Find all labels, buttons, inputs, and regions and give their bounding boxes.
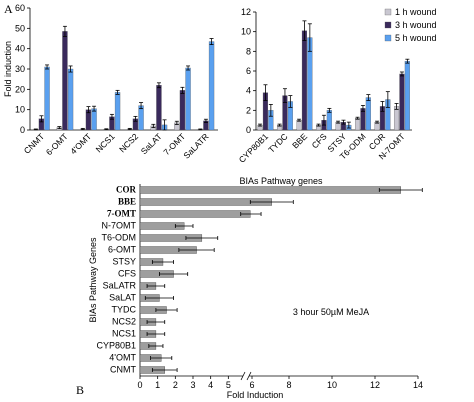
bar-7-OMT-5-h-wound	[185, 67, 191, 131]
bar-T6-ODM-5-h-wound	[365, 97, 371, 131]
category-label: T6-ODM	[102, 233, 137, 243]
category-label: 4'OMT	[68, 131, 93, 156]
category-label: SaLAT	[109, 293, 136, 303]
y-tick-label: 10	[241, 27, 251, 37]
bar-SaLAT-3-h-wound	[156, 85, 162, 131]
axis-break-mark	[246, 371, 252, 381]
category-label: CNMT	[110, 365, 136, 375]
y-axis-title: BIAs Pathway Genes	[88, 237, 98, 323]
category-label: 6-OMT	[108, 245, 137, 255]
category-label: N-7OMT	[102, 221, 137, 231]
axis-break-mark	[240, 371, 246, 381]
y-tick-label: 8	[246, 46, 251, 56]
x-tick-label: 12	[370, 380, 380, 390]
y-tick-label: 0	[20, 125, 25, 135]
x-tick-label: 3	[190, 380, 195, 390]
bar-7-OMT-3-h-wound	[179, 90, 186, 131]
bar-NCS2-5-h-wound	[138, 105, 144, 131]
category-label: CNMT	[22, 131, 46, 155]
x-tick-label: 8	[286, 380, 291, 390]
category-label: NCS2	[117, 131, 140, 154]
x-tick-label: 0	[137, 380, 142, 390]
y-tick-label: 2	[246, 105, 251, 115]
bar-SaLATR-5-h-wound	[208, 41, 215, 131]
category-label: COR	[116, 185, 137, 195]
category-label: CYP80B1	[96, 341, 136, 351]
bar-CFS-5-h-wound	[326, 110, 332, 131]
legend-entry: 5 h wound	[395, 33, 437, 43]
y-tick-label: 40	[15, 44, 25, 54]
category-label: SaLAT	[139, 131, 164, 156]
x-tick-label: 14	[413, 380, 423, 390]
category-label: SaLATR	[181, 131, 210, 160]
category-label: 4'OMT	[109, 353, 136, 363]
category-label: TYDC	[266, 131, 289, 154]
category-label: BBE	[290, 131, 309, 150]
category-label: 6-OMT	[44, 131, 70, 157]
panel-label-b: B	[76, 383, 84, 397]
category-label: NCS2	[112, 317, 136, 327]
category-label: NCS1	[94, 131, 117, 154]
category-label: CFS	[118, 269, 136, 279]
bar-N-7OMT-5-h-wound	[404, 61, 410, 131]
y-tick-label: 20	[15, 84, 25, 94]
category-label: SaLATR	[103, 281, 137, 291]
legend-swatch	[384, 21, 392, 29]
x-tick-label: 5	[226, 380, 231, 390]
bar-7-OMT	[139, 210, 251, 218]
x-tick-label: 1	[155, 380, 160, 390]
category-label: TYDC	[112, 305, 137, 315]
bar-BBE-1-h-wound	[296, 120, 302, 131]
bar-COR	[139, 186, 401, 194]
y-tick-label: 4	[246, 86, 251, 96]
y-tick-label: 60	[15, 3, 25, 13]
bar-NCS1-5-h-wound	[114, 92, 121, 131]
y-tick-label: 10	[15, 105, 25, 115]
annotation: 3 hour 50µM MeJA	[293, 307, 369, 317]
bar-CNMT-5-h-wound	[44, 66, 50, 131]
x-tick-label: 4	[208, 380, 213, 390]
legend-swatch	[384, 34, 392, 42]
legend-entry: 1 h wound	[395, 7, 437, 17]
bar-T6-ODM-1-h-wound	[354, 118, 361, 131]
x-tick-label: 6	[249, 380, 254, 390]
y-tick-label: 12	[241, 7, 251, 17]
bar-N-7OMT-1-h-wound	[393, 106, 400, 131]
x-tick-label: 10	[327, 380, 337, 390]
x-axis-title: BIAs Pathway genes	[239, 176, 323, 186]
y-tick-label: 6	[246, 66, 251, 76]
category-label: STSY	[112, 257, 136, 267]
legend-entry: 3 h wound	[395, 20, 437, 30]
category-label: 7-OMT	[107, 209, 136, 219]
legend-swatch	[384, 8, 392, 16]
y-tick-label: 30	[15, 64, 25, 74]
bar-6-OMT-5-h-wound	[67, 68, 74, 131]
bar-N-7OMT-3-h-wound	[399, 73, 405, 131]
panel-label-a: A	[4, 2, 13, 16]
x-axis-title: Fold Induction	[227, 390, 284, 400]
category-label: BBE	[118, 197, 136, 207]
y-tick-label: 0	[246, 125, 251, 135]
category-label: NCS1	[112, 329, 136, 339]
y-axis-title: Fold induction	[3, 41, 13, 97]
y-tick-label: 50	[15, 23, 25, 33]
bar-4'OMT-5-h-wound	[91, 108, 97, 131]
bar-6-OMT-3-h-wound	[62, 31, 68, 131]
x-tick-label: 2	[173, 380, 178, 390]
bar-BBE-3-h-wound	[301, 30, 307, 131]
